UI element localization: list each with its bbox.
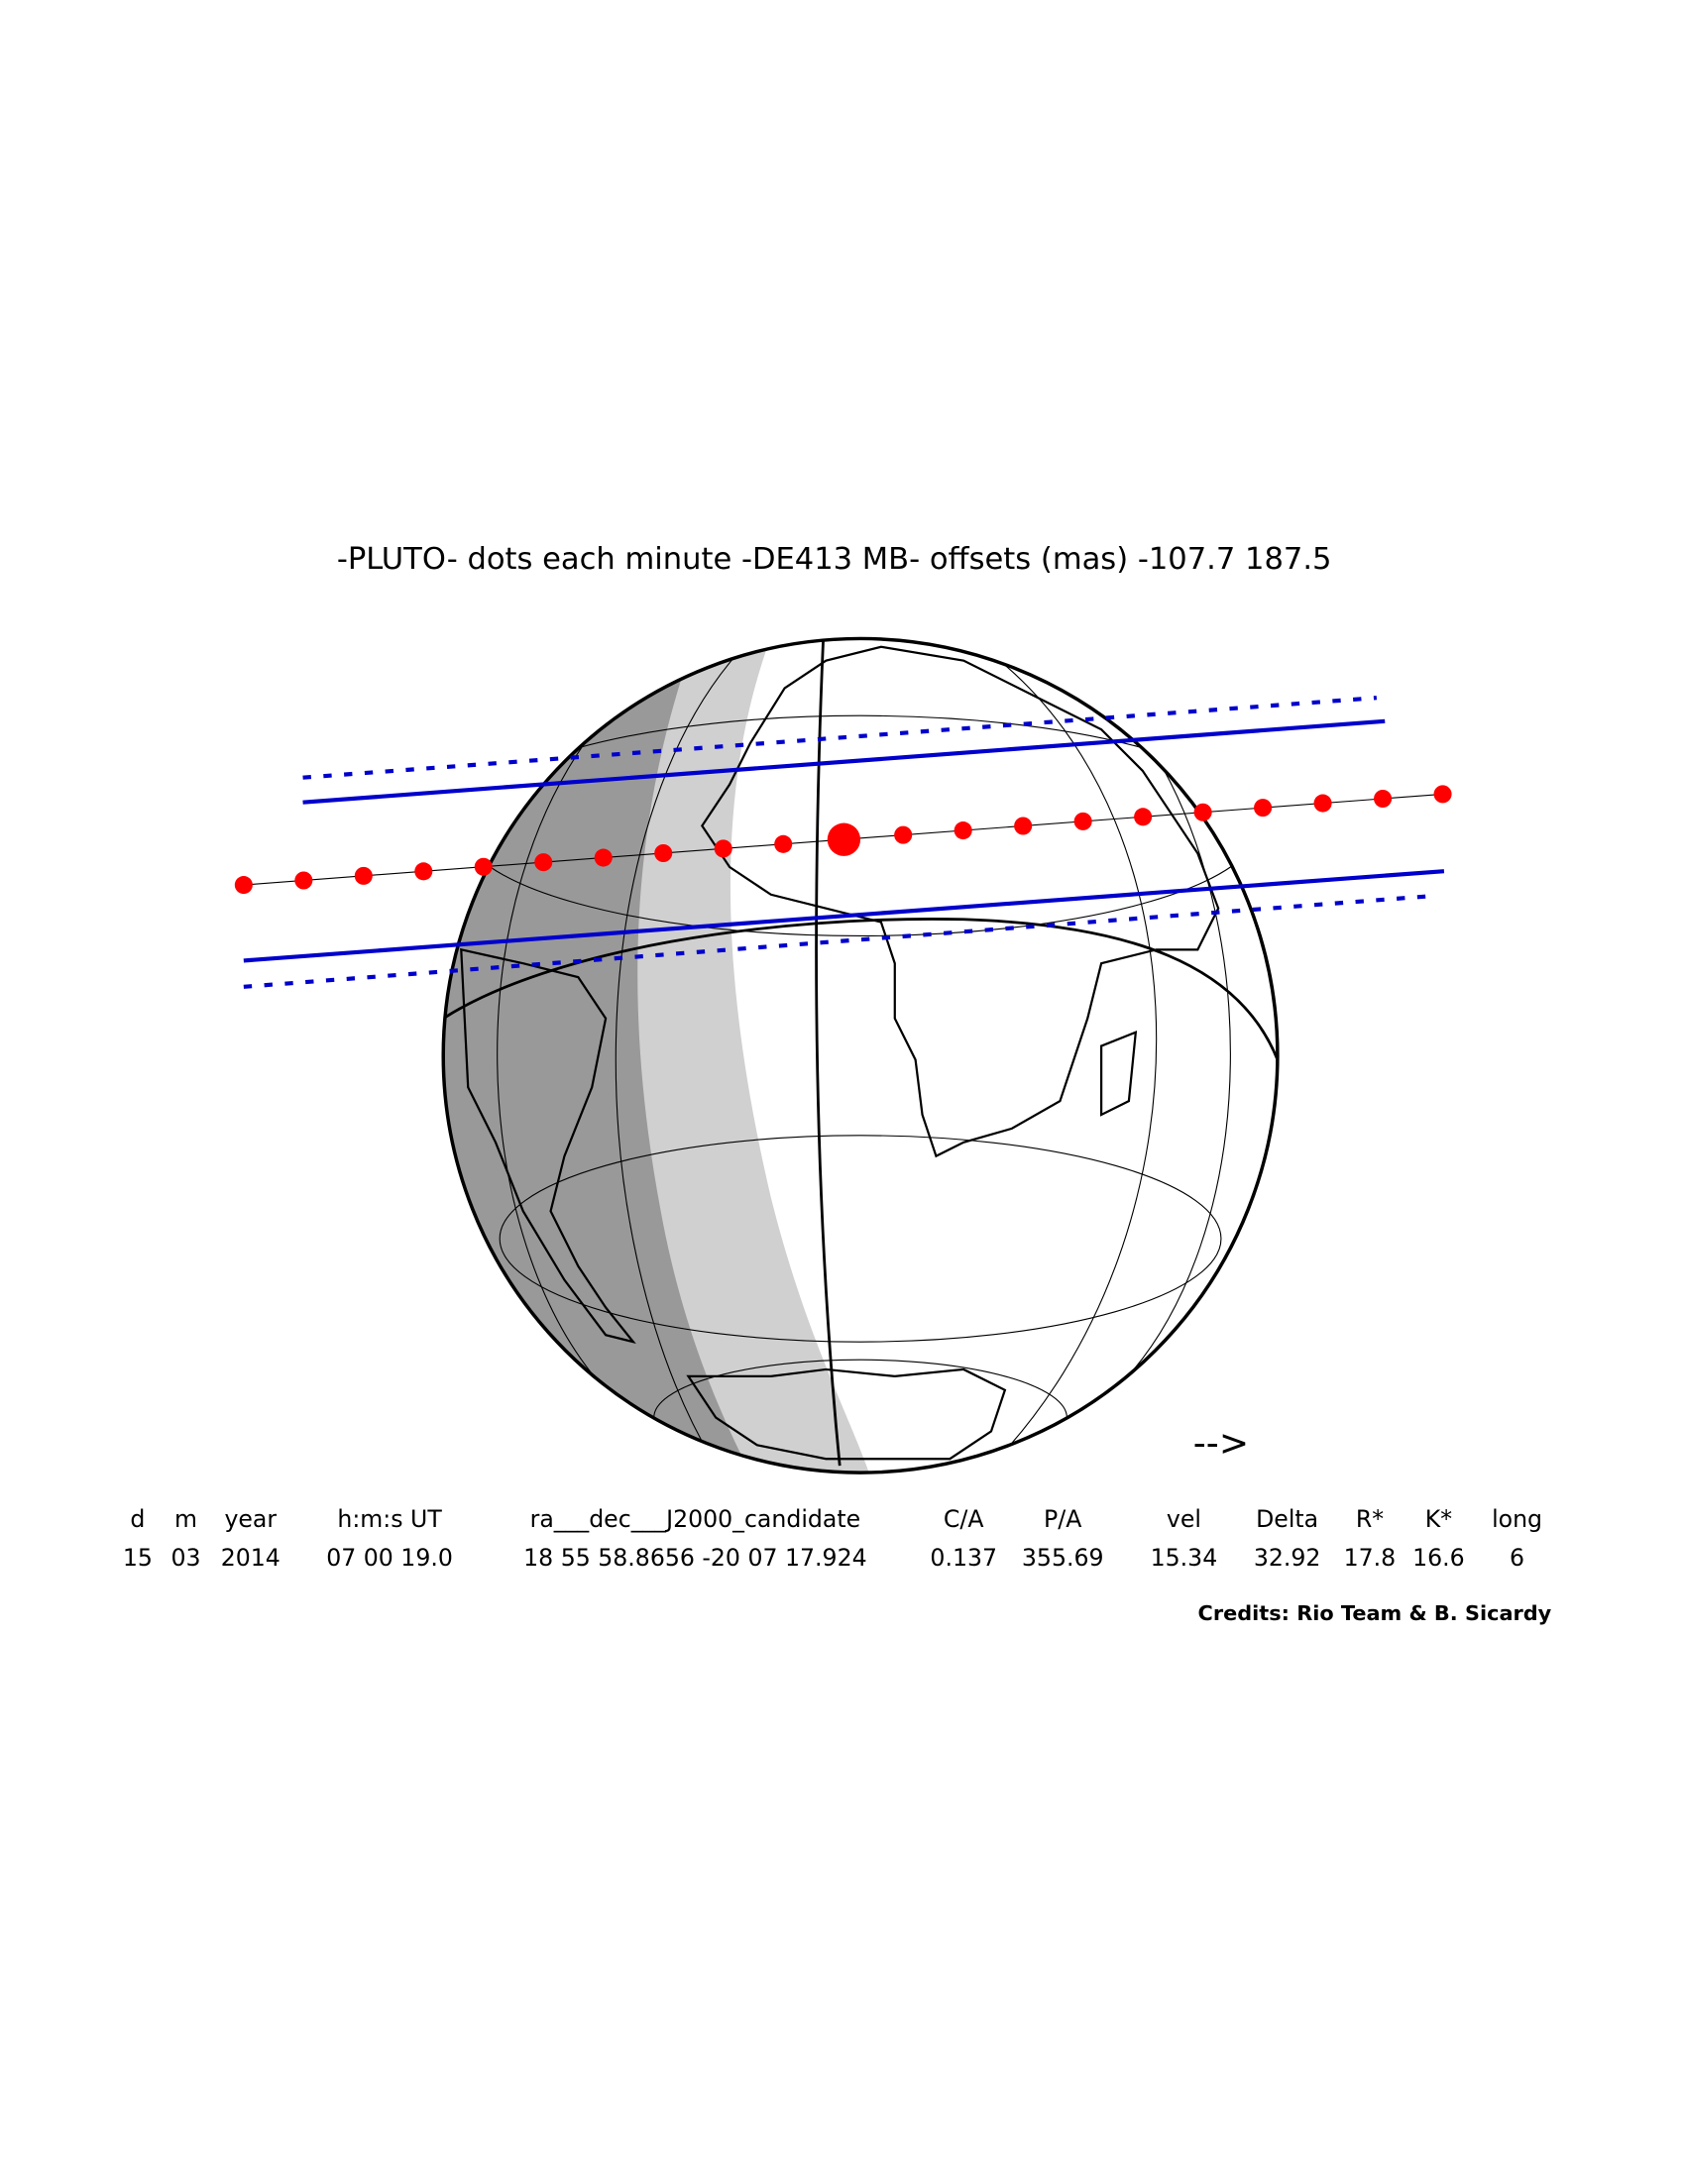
- value-cell: 2014: [221, 1544, 281, 1572]
- value-cell: 0.137: [930, 1544, 997, 1572]
- minute-dot: [354, 866, 373, 885]
- value-cell: 6: [1510, 1544, 1524, 1572]
- header-cell: ra___dec___J2000_candidate: [530, 1505, 861, 1533]
- value-cell: 32.92: [1254, 1544, 1321, 1572]
- value-cell: 03: [170, 1544, 200, 1572]
- minute-dot: [1193, 803, 1212, 821]
- minute-dot: [294, 871, 313, 890]
- header-cell: K*: [1425, 1505, 1452, 1533]
- minute-dot: [594, 848, 613, 867]
- closest-approach-dot: [827, 822, 861, 856]
- info-table: d m year h:m:s UT ra___dec___J2000_candidate…: [123, 1505, 1542, 1572]
- header-cell: d: [130, 1505, 145, 1533]
- direction-arrow: -->: [1193, 1421, 1249, 1464]
- header-cell: vel: [1167, 1505, 1201, 1533]
- coastlines: [460, 645, 1220, 1461]
- header-cell: year: [224, 1505, 277, 1533]
- header-cell: P/A: [1044, 1505, 1081, 1533]
- globe-outline: [441, 636, 1280, 1474]
- value-cell: 15: [123, 1544, 153, 1572]
- minute-dot: [1073, 812, 1092, 830]
- minute-dot: [654, 843, 673, 863]
- minute-dot: [234, 876, 253, 895]
- minute-dot: [534, 853, 553, 872]
- header-cell: R*: [1356, 1505, 1384, 1533]
- minute-dot: [774, 834, 793, 853]
- value-cell: 17.8: [1344, 1544, 1397, 1572]
- minute-dot: [474, 857, 493, 876]
- minute-dot: [1313, 794, 1332, 813]
- header-cell: Delta: [1256, 1505, 1318, 1533]
- minute-dot: [894, 825, 913, 844]
- shadow-limits: [243, 696, 1445, 989]
- meridian-equator: [443, 639, 1278, 1467]
- header-cell: m: [174, 1505, 197, 1533]
- value-cell: 16.6: [1412, 1544, 1465, 1572]
- minute-dot: [1433, 785, 1452, 804]
- minute-dot: [1374, 789, 1393, 808]
- credits: Credits: Rio Team & B. Sicardy: [1198, 1601, 1552, 1625]
- minute-dot: [954, 821, 972, 840]
- minute-dot: [1014, 817, 1033, 835]
- title: -PLUTO- dots each minute -DE413 MB- offs…: [337, 542, 1332, 577]
- header-cell: h:m:s UT: [337, 1505, 442, 1533]
- header-cell: C/A: [944, 1505, 984, 1533]
- value-cell: 07 00 19.0: [326, 1544, 453, 1572]
- globe-shading: [443, 638, 1278, 1474]
- value-cell: 15.34: [1151, 1544, 1218, 1572]
- minute-dot: [1254, 799, 1273, 818]
- value-cell: 355.69: [1022, 1544, 1104, 1572]
- header-cell: long: [1492, 1505, 1542, 1533]
- minute-dot: [714, 839, 732, 858]
- minute-dot: [1134, 808, 1153, 826]
- minute-dot: [414, 862, 433, 881]
- value-cell: 18 55 58.8656 -20 07 17.924: [523, 1544, 866, 1572]
